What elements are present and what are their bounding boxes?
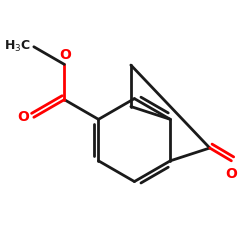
Text: O: O [226,167,237,181]
Text: H$_3$C: H$_3$C [4,39,31,54]
Text: O: O [60,48,72,62]
Text: O: O [17,110,29,124]
